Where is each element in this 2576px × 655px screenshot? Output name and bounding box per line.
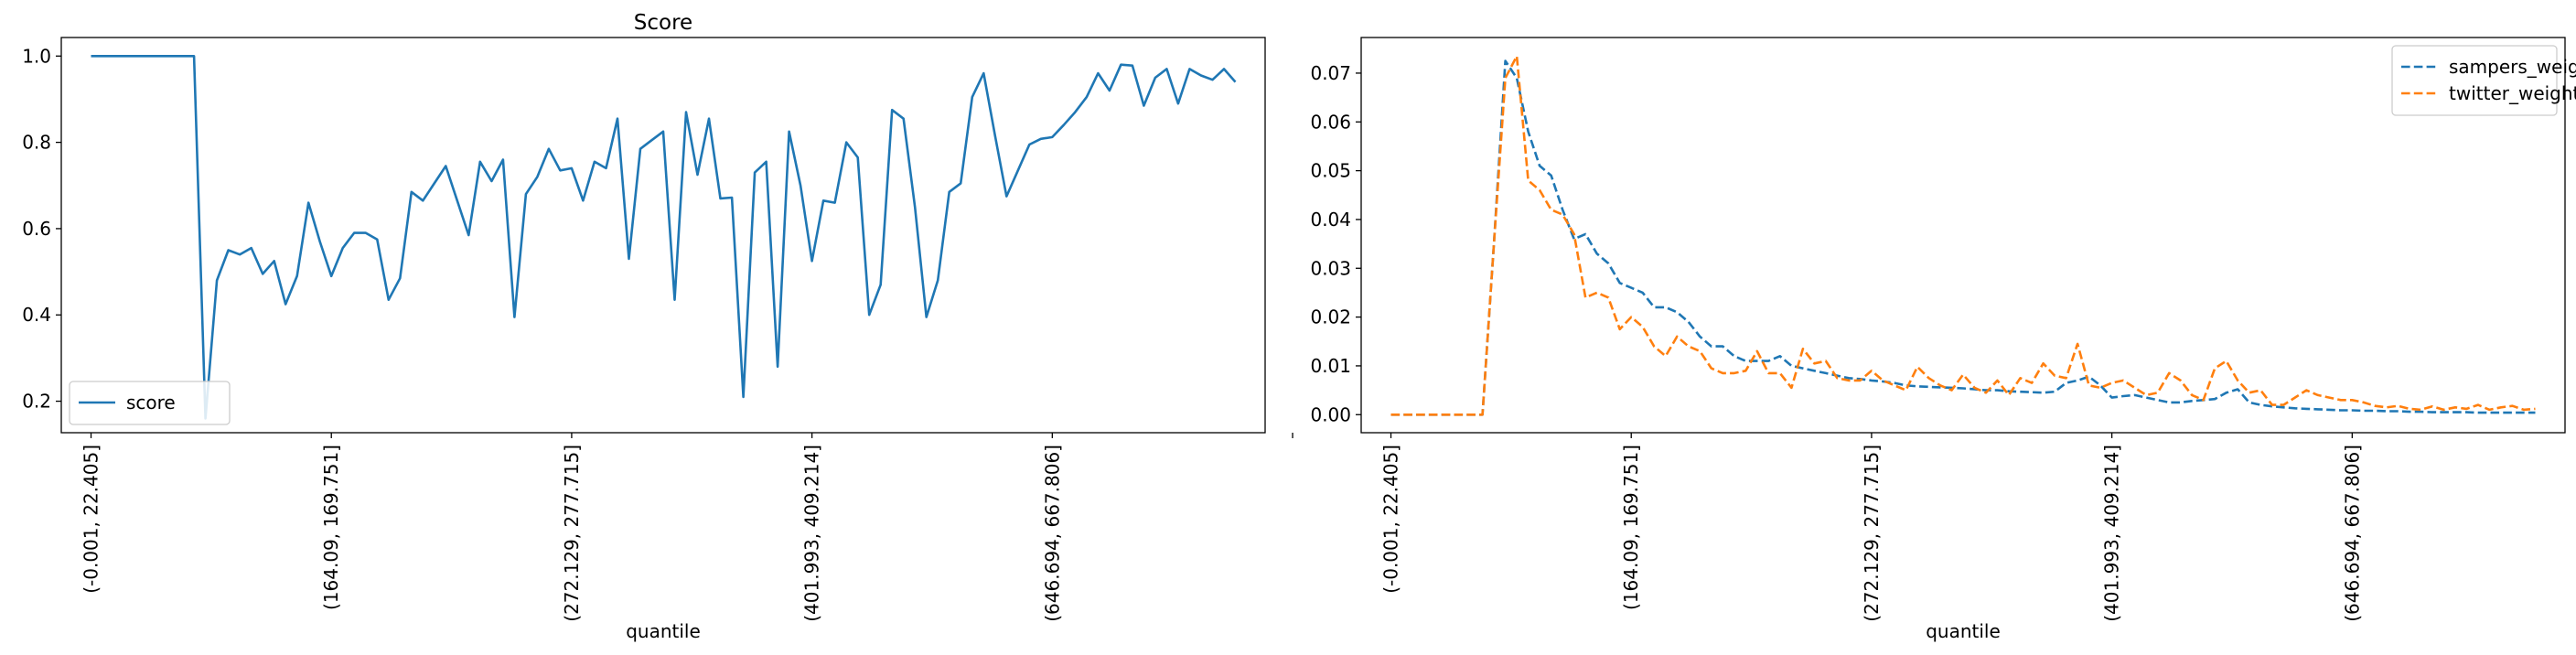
x-tick-label: (272.129, 277.715] bbox=[561, 445, 583, 622]
x-tick-label: (646.694, 667.806] bbox=[2341, 445, 2363, 622]
x-tick-label: (401.993, 409.214] bbox=[801, 445, 823, 622]
x-tick-label: (272.129, 277.715] bbox=[1861, 445, 1883, 622]
y-tick-label: 0.03 bbox=[1310, 257, 1351, 279]
y-tick-label: 0.2 bbox=[22, 391, 51, 413]
chart-title: Score bbox=[634, 11, 692, 35]
x-tick-label: (646.694, 667.806] bbox=[1041, 445, 1063, 622]
legend-box bbox=[2391, 45, 2558, 116]
legend: score bbox=[69, 381, 231, 425]
y-tick-label: 0.6 bbox=[22, 218, 51, 240]
x-tick-label: (-0.001, 22.405] bbox=[1380, 445, 1402, 594]
series-line-score bbox=[91, 54, 1237, 420]
plot-frame bbox=[60, 37, 1266, 434]
plot-frame bbox=[1360, 37, 2566, 434]
legend-box bbox=[69, 381, 231, 425]
y-tick-label: 1.0 bbox=[22, 45, 51, 67]
legend-label-score: score bbox=[126, 392, 176, 413]
x-tick-label: (164.09, 169.751] bbox=[320, 445, 342, 610]
y-tick-label: 0.05 bbox=[1310, 160, 1351, 182]
x-tick-label: (-0.001, 22.405] bbox=[80, 445, 102, 594]
series-line-sampers_weight bbox=[1390, 59, 2536, 416]
y-tick-label: 0.02 bbox=[1310, 306, 1351, 328]
chart-panel-1: Score 0.2 0.4 0.6 0.8 1.0 (-0.001, 22.405] (164… bbox=[22, 11, 1293, 642]
x-tick-label: (401.993, 409.214] bbox=[2101, 445, 2123, 622]
y-tick-label: 0.00 bbox=[1310, 403, 1351, 425]
y-tick-label: 0.4 bbox=[22, 304, 51, 326]
y-tick-label: 0.04 bbox=[1310, 209, 1351, 231]
legend: sampers_weight twitter_weight bbox=[2391, 45, 2576, 116]
chart-panel-2: 0.00 0.01 0.02 0.03 0.04 0.05 0.06 0.07 (-0.001,… bbox=[1310, 37, 2576, 642]
x-axis-label: quantile bbox=[1926, 620, 2001, 642]
y-tick-label: 0.07 bbox=[1310, 62, 1351, 84]
y-tick-label: 0.8 bbox=[22, 132, 51, 154]
legend-label-sampers_weight: sampers_weight bbox=[2449, 56, 2576, 78]
x-tick-label: (164.09, 169.751] bbox=[1620, 445, 1642, 610]
legend-label-twitter_weight: twitter_weight bbox=[2449, 82, 2576, 104]
series-line-twitter_weight bbox=[1390, 54, 2536, 416]
y-tick-label: 0.06 bbox=[1310, 111, 1351, 133]
x-axis-label: quantile bbox=[626, 620, 701, 642]
y-tick-label: 0.01 bbox=[1310, 355, 1351, 377]
